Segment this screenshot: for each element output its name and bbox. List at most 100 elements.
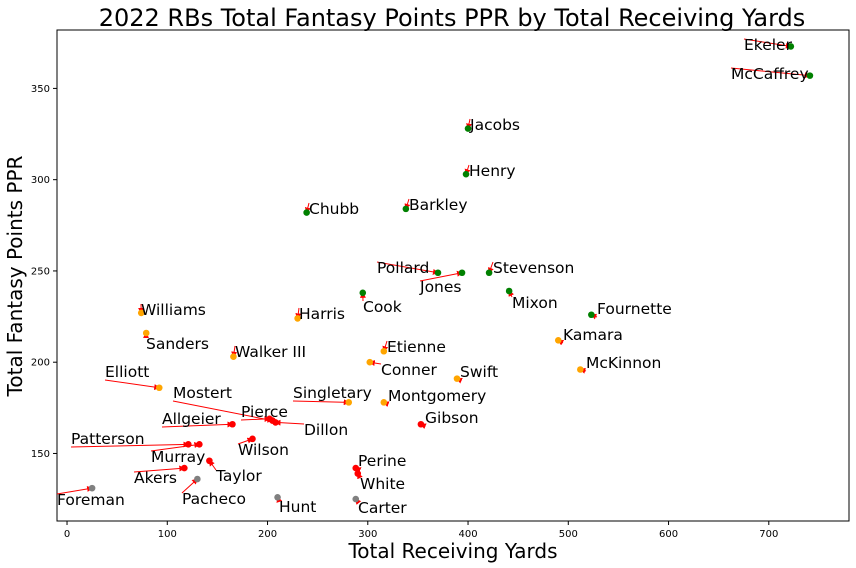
point-label: Perine: [358, 452, 406, 470]
data-point: [453, 375, 461, 382]
label-arrow: [240, 415, 271, 422]
data-point: [185, 441, 192, 448]
y-axis-label: Total Fantasy Points PPR: [3, 155, 27, 397]
label-arrow: [292, 399, 350, 406]
label-arrow: [376, 261, 439, 275]
data-point: [354, 470, 362, 477]
point-label: Swift: [460, 363, 498, 381]
data-point: [303, 209, 310, 216]
data-point: [505, 287, 513, 295]
point-label: Pacheco: [182, 490, 246, 508]
data-point: [380, 399, 388, 406]
point-label: Kamara: [563, 326, 623, 344]
x-tick-label: 300: [358, 529, 377, 540]
data-points: [88, 43, 814, 503]
data-point: [458, 269, 466, 277]
data-point: [402, 205, 410, 213]
point-label: Williams: [141, 301, 206, 319]
y-axis-ticks: 150 200 250 300 350: [31, 84, 57, 460]
label-arrow: [56, 486, 94, 495]
plot-frame: [56, 29, 850, 522]
x-tick-label: 400: [458, 529, 477, 540]
point-label: Conner: [381, 361, 437, 379]
point-label: Cook: [363, 298, 402, 316]
data-point: [366, 358, 374, 366]
point-label: Harris: [299, 305, 345, 323]
point-label: Walker III: [235, 343, 306, 361]
data-point: [88, 484, 96, 492]
point-label: Allgeier: [162, 410, 221, 428]
data-point: [464, 125, 472, 132]
data-point: [485, 269, 493, 277]
point-label: Sanders: [146, 335, 209, 353]
data-point: [181, 464, 188, 472]
label-arrow: [743, 38, 792, 49]
point-label: Dillon: [304, 421, 348, 439]
x-axis-ticks: 0 100 200 300 400 500 600 700: [64, 521, 778, 540]
point-label: Pollard: [377, 259, 429, 277]
data-point: [806, 72, 814, 79]
data-point: [272, 419, 279, 426]
point-label: Stevenson: [493, 259, 574, 277]
point-label: Foreman: [57, 491, 125, 509]
data-point: [294, 315, 301, 322]
x-tick-label: 700: [759, 529, 778, 540]
label-arrow: [104, 379, 161, 391]
data-point: [359, 289, 367, 297]
point-label: Jones: [419, 278, 462, 296]
x-tick-label: 100: [158, 529, 177, 540]
point-label: Wilson: [238, 441, 289, 459]
data-point: [417, 420, 425, 428]
data-point: [462, 170, 470, 178]
point-label: Henry: [469, 162, 516, 180]
data-point: [434, 269, 442, 277]
label-arrow: [172, 400, 274, 423]
point-label: Singletary: [293, 384, 372, 402]
label-arrows: [56, 38, 811, 505]
point-label: Fournette: [597, 300, 672, 318]
data-point: [249, 435, 256, 443]
data-point: [206, 457, 213, 465]
label-arrow: [419, 270, 464, 282]
point-label: Barkley: [409, 196, 468, 214]
data-point: [588, 311, 595, 319]
x-tick-label: 200: [258, 529, 277, 540]
data-point: [577, 366, 584, 373]
point-label: Gibson: [425, 409, 479, 427]
data-point: [142, 329, 150, 337]
data-point: [196, 441, 203, 448]
label-arrow: [133, 465, 186, 473]
point-label: Patterson: [71, 430, 145, 448]
label-arrow: [161, 421, 234, 428]
label-arrow: [730, 67, 811, 79]
y-tick-label: 250: [31, 266, 50, 277]
point-label: Elliott: [105, 363, 149, 381]
point-label: Pierce: [241, 403, 288, 421]
data-point: [194, 475, 201, 483]
y-tick-label: 350: [31, 84, 50, 95]
point-label: Taylor: [215, 467, 262, 485]
label-arrow: [70, 441, 190, 448]
label-arrow: [181, 478, 199, 494]
x-tick-label: 500: [559, 529, 578, 540]
y-tick-label: 150: [31, 449, 50, 460]
point-label: Montgomery: [388, 387, 486, 405]
x-axis-label: Total Receiving Yards: [347, 539, 557, 563]
chart-title: 2022 RBs Total Fantasy Points PPR by Tot…: [99, 4, 806, 32]
point-label: Chubb: [309, 200, 359, 218]
data-point: [137, 309, 145, 317]
data-point: [787, 43, 795, 50]
x-tick-label: 0: [64, 529, 70, 540]
data-point: [230, 353, 237, 361]
data-point: [352, 495, 360, 503]
x-tick-label: 600: [659, 529, 678, 540]
y-tick-label: 200: [31, 358, 50, 369]
y-tick-label: 300: [31, 175, 50, 186]
data-point: [229, 420, 236, 428]
data-point: [554, 336, 562, 344]
point-label: Murray: [151, 448, 205, 466]
point-label: Etienne: [387, 338, 446, 356]
point-label: Mixon: [512, 294, 558, 312]
